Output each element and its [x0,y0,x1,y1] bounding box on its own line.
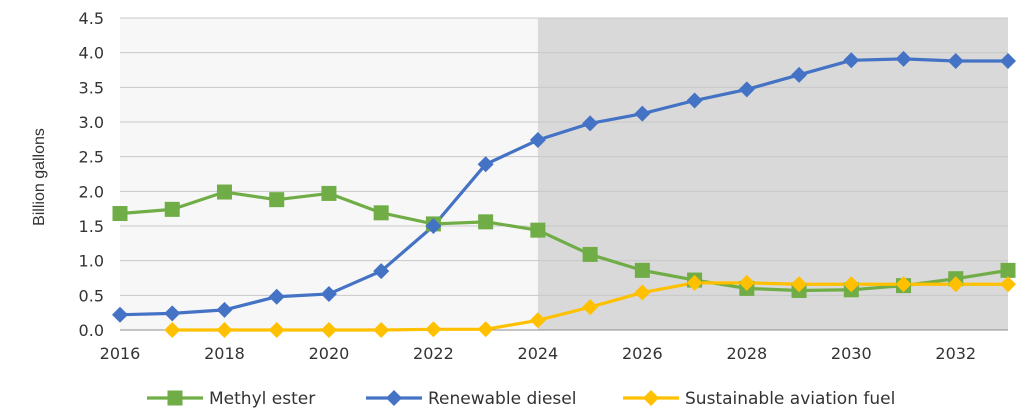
sustainable-aviation-fuel-point [373,322,390,338]
methyl-ester-point [216,184,232,200]
renewable-diesel-point [738,81,755,98]
methyl-ester-point [269,192,285,208]
y-tick-label: 4.0 [79,44,104,63]
renewable-diesel-point [268,288,285,305]
sustainable-aviation-fuel-point [477,321,494,338]
methyl-ester-point [321,185,337,201]
sustainable-aviation-fuel-point [582,299,599,316]
renewable-diesel-point [686,92,703,109]
renewable-diesel-point [634,105,651,122]
y-tick-label: 2.5 [79,148,104,167]
methyl-ester-point [373,205,389,221]
legend-label-methyl-ester: Methyl ester [209,389,315,409]
sustainable-aviation-fuel-point [216,322,233,338]
sustainable-aviation-fuel-point [895,276,912,293]
renewable-diesel-point [112,306,128,323]
y-tick-label: 4.5 [79,9,104,28]
legend-marker-renewable-diesel [386,390,402,406]
renewable-diesel-point [477,156,494,173]
renewable-diesel-point [164,305,181,322]
sustainable-aviation-fuel-point [1000,276,1016,293]
methyl-ester-point [112,206,128,222]
y-tick-label: 0.0 [79,321,104,340]
x-tick-label: 2032 [935,344,976,363]
y-tick-label: 1.5 [79,217,104,236]
legend-label-renewable-diesel: Renewable diesel [428,389,576,409]
y-tick-label: 3.0 [79,113,104,132]
sustainable-aviation-fuel-point [738,274,755,291]
sustainable-aviation-fuel-point [634,284,651,301]
sustainable-aviation-fuel-point [529,312,546,329]
y-tick-label: 1.0 [79,252,104,271]
methyl-ester-point [164,201,180,217]
sustainable-aviation-fuel-point [791,276,808,293]
sustainable-aviation-fuel-point [947,276,964,293]
x-tick-label: 2020 [309,344,350,363]
renewable-diesel-line [119,57,1008,317]
legend-marker-methyl-ester [167,390,183,406]
x-tick-label: 2028 [726,344,767,363]
x-tick-label: 2016 [100,344,141,363]
renewable-diesel-point [373,263,390,280]
y-tick-label: 2.0 [79,182,104,201]
y-tick-label: 3.5 [79,78,104,97]
projection-shaded-region [537,18,1008,330]
y-tick-label: 0.5 [79,286,104,305]
legend-label-sustainable-aviation-fuel: Sustainable aviation fuel [685,389,895,409]
methyl-ester-point [1000,262,1016,278]
renewable-diesel-point [895,50,912,67]
renewable-diesel-point [320,285,337,302]
x-tick-label: 2022 [413,344,454,363]
x-tick-label: 2018 [204,344,245,363]
methyl-ester-point [634,262,650,278]
sustainable-aviation-fuel-point [268,322,285,338]
sustainable-aviation-fuel-point [320,322,337,338]
methyl-ester-point [582,246,598,262]
y-axis-label: Billion gallons [31,128,48,226]
renewable-diesel-point [529,132,546,149]
x-tick-label: 2026 [622,344,663,363]
renewable-diesel-point [582,115,599,132]
renewable-diesel-point [947,52,964,69]
renewable-diesel-point [216,301,233,318]
sustainable-aviation-fuel-point [164,322,181,338]
renewable-diesel-point [791,66,808,83]
legend: Methyl ester Renewable diesel Sustainable … [147,389,895,409]
renewable-diesel-point [1000,52,1016,69]
methyl-ester-point [530,222,546,238]
sustainable-aviation-fuel-point [686,274,703,291]
sustainable-aviation-fuel-point [425,321,442,338]
methyl-ester-line [119,190,1009,293]
legend-marker-sustainable-aviation-fuel [643,390,659,406]
sustainable-aviation-fuel-point [843,276,860,293]
x-tick-label: 2030 [831,344,872,363]
renewable-diesel-point [425,218,442,234]
x-tick-label: 2024 [518,344,559,363]
renewable-diesel-point [843,52,860,69]
methyl-ester-point [478,214,494,230]
